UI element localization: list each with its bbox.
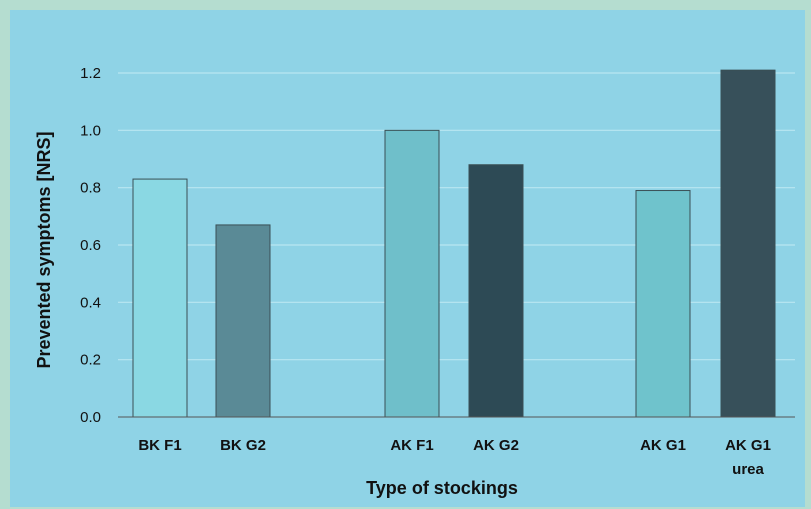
y-axis-title: Prevented symptoms [NRS]: [34, 131, 54, 368]
bar-2: [215, 224, 271, 418]
bars: [132, 69, 776, 418]
x-category-label: BK G2: [220, 437, 266, 454]
x-category-label-line2: urea: [732, 461, 764, 478]
bar-6: [720, 69, 776, 418]
y-tick-label: 1.0: [80, 122, 101, 139]
x-axis-title: Type of stockings: [366, 478, 518, 498]
bar-5: [635, 190, 691, 418]
chart-frame: 0.0 0.2 0.4 0.6 0.8 1.0 1.2 BK F1 BK G2 AK F1 AK …: [10, 10, 805, 507]
bar-4: [468, 164, 524, 418]
y-tick-label: 1.2: [80, 65, 101, 82]
x-category-label: AK G1: [640, 437, 686, 454]
y-tick-label: 0.0: [80, 409, 101, 426]
y-tick-label: 0.8: [80, 180, 101, 197]
x-category-label: AK F1: [390, 437, 433, 454]
bar-1: [132, 178, 188, 418]
y-axis-ticks: 0.0 0.2 0.4 0.6 0.8 1.0 1.2: [80, 65, 101, 426]
y-tick-label: 0.4: [80, 294, 101, 311]
bar-chart: 0.0 0.2 0.4 0.6 0.8 1.0 1.2 BK F1 BK G2 AK F1 AK …: [34, 65, 795, 498]
x-category-label: AK G2: [473, 437, 519, 454]
y-tick-label: 0.2: [80, 352, 101, 369]
bar-3: [384, 129, 440, 418]
x-axis-categories: BK F1 BK G2 AK F1 AK G2 AK G1 AK G1 urea: [138, 437, 771, 478]
x-category-label: AK G1: [725, 437, 771, 454]
y-tick-label: 0.6: [80, 237, 101, 254]
x-category-label: BK F1: [138, 437, 181, 454]
